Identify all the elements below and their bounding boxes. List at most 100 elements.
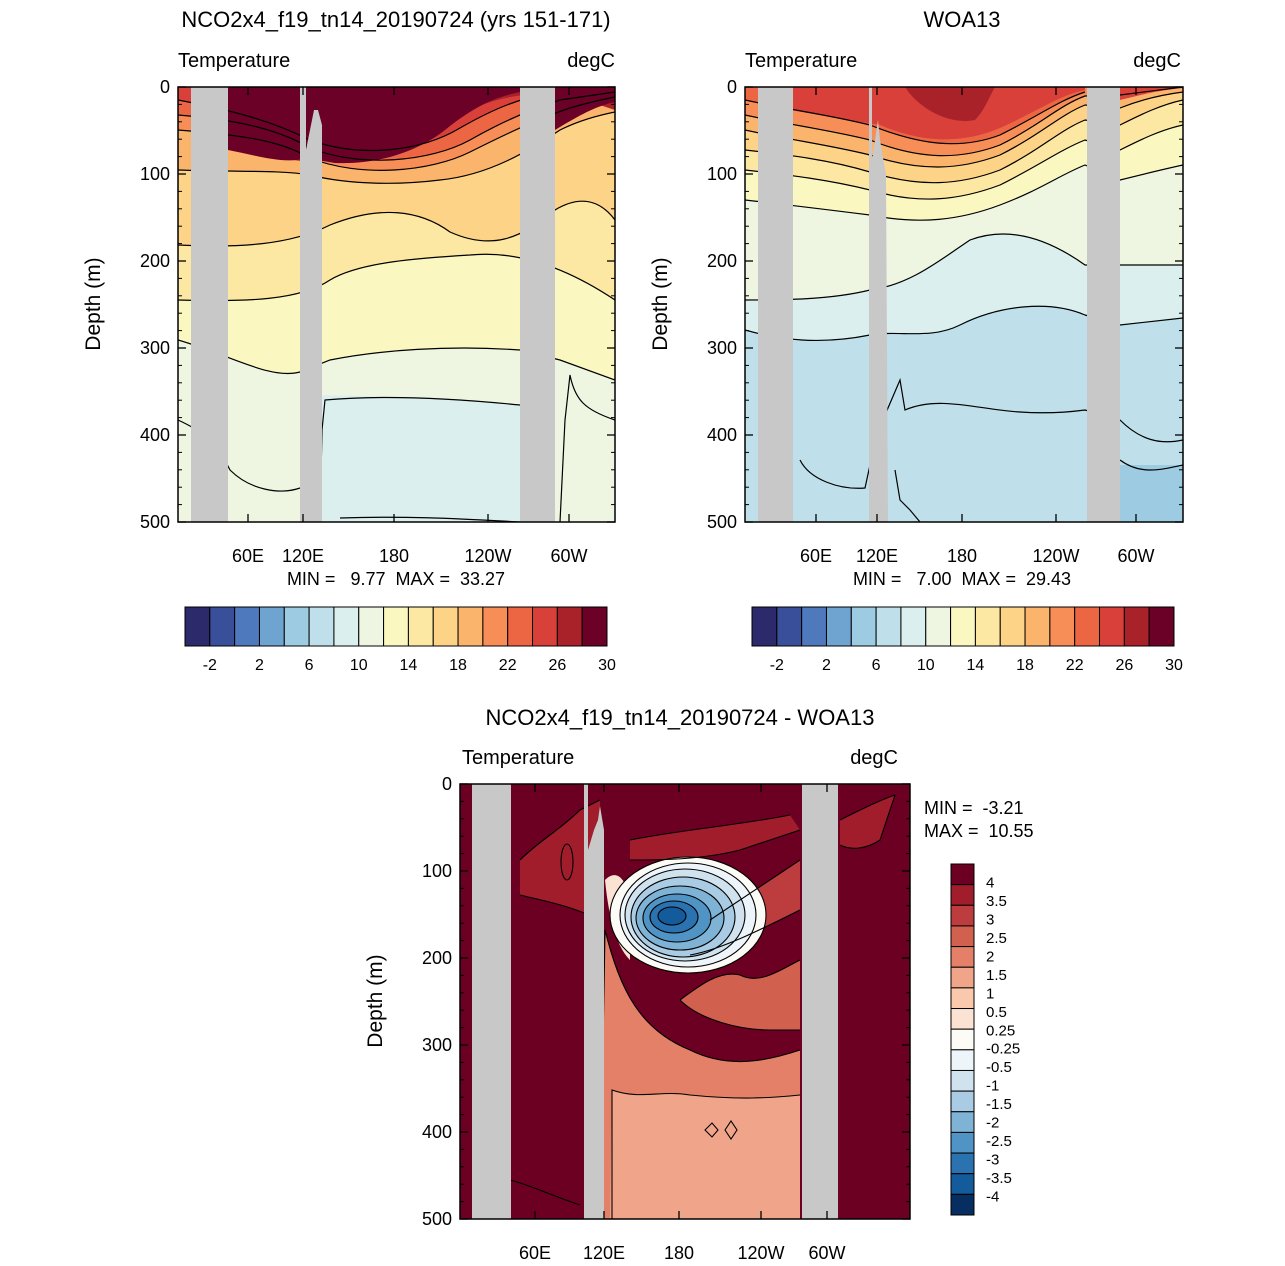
- y-tick-label: 400: [140, 425, 170, 445]
- colorbar-swatch: [950, 1028, 975, 1051]
- x-tick-label: 180: [664, 1243, 694, 1263]
- colorbar-swatch: [234, 606, 260, 647]
- colorbar-swatch: [333, 606, 360, 647]
- colorbar-label: 30: [1165, 657, 1183, 674]
- difference-band-2-5: [680, 960, 800, 1030]
- temperature-field: [745, 87, 1183, 522]
- colorbar-label: 10: [350, 657, 368, 674]
- y-tick-label: 300: [140, 338, 170, 358]
- colorbar-swatch: [999, 606, 1026, 647]
- colorbar-swatch: [950, 884, 975, 906]
- colorbar-swatch: [1123, 606, 1150, 647]
- colorbar-label: 22: [499, 657, 517, 674]
- y-tick-label: 200: [707, 251, 737, 271]
- colorbar-label: 30: [598, 657, 616, 674]
- colorbar-swatch: [950, 1069, 975, 1092]
- panel-title: NCO2x4_f19_tn14_20190724 - WOA13: [486, 705, 875, 730]
- colorbar-label: 1.5: [986, 967, 1007, 984]
- left-label: Temperature: [462, 747, 574, 769]
- colorbar-label: 26: [1115, 657, 1133, 674]
- plot-frame: [459, 783, 911, 1220]
- colorbar-label: 2: [986, 948, 994, 965]
- y-tick-label: 0: [160, 77, 170, 97]
- y-axis: 0 100 200 300 400 500: [422, 774, 910, 1229]
- min-max-readout: MIN = 7.00 MAX = 29.43: [853, 569, 1071, 589]
- colorbar-label: 14: [400, 657, 418, 674]
- colorbar-swatch: [184, 606, 211, 647]
- colorbar-label: 2: [822, 657, 831, 674]
- observed-temperature-panel: WOA13 Temperature degC: [649, 7, 1184, 674]
- x-tick-label: 60W: [550, 546, 587, 566]
- temperature-band-10: [320, 395, 520, 522]
- colorbar-swatch: [751, 606, 778, 647]
- colorbar-label: 18: [1016, 657, 1034, 674]
- colorbar-swatch: [283, 606, 310, 647]
- colorbar-swatch: [507, 606, 534, 647]
- difference-band-1-5: [610, 1090, 800, 1219]
- colorbar-label: 6: [872, 657, 881, 674]
- y-tick-label: 300: [422, 1035, 452, 1055]
- colorbar-label: 22: [1066, 657, 1084, 674]
- y-axis: 0 100 200 300 400 500: [707, 77, 1183, 532]
- right-label: degC: [1133, 50, 1181, 72]
- colorbar: -2 2 6 10 14 18 22 26 30: [751, 606, 1183, 674]
- panel-title: WOA13: [923, 7, 1000, 32]
- y-axis-label: Depth (m): [364, 954, 387, 1047]
- x-tick-label: 60E: [519, 1243, 551, 1263]
- colorbar-swatch: [825, 606, 852, 647]
- x-tick-label: 120E: [856, 546, 898, 566]
- colorbar-label: 2.5: [986, 930, 1007, 947]
- colorbar-swatch: [308, 606, 335, 647]
- colorbar-swatch: [801, 606, 827, 647]
- colorbar-swatch: [974, 606, 1001, 647]
- colorbar-swatch: [950, 904, 975, 927]
- colorbar: 4 3.53 2.52 1.51 0.50.25 -0.25-0.5 -1-1.5 -2-2.…: [950, 863, 1020, 1216]
- x-tick-label: 120W: [1032, 546, 1079, 566]
- temperature-band-8: [1120, 465, 1183, 522]
- colorbar-label: 3.5: [986, 893, 1007, 910]
- temperature-field: [178, 87, 615, 522]
- colorbar-label: -2.5: [986, 1133, 1012, 1150]
- difference-field: [460, 784, 910, 1219]
- colorbar-swatch: [776, 606, 803, 647]
- colorbar-swatch: [482, 606, 509, 647]
- colorbar-label: 10: [917, 657, 935, 674]
- land-mask: [191, 87, 555, 522]
- colorbar-label: 26: [548, 657, 566, 674]
- land-mask: [758, 87, 1120, 522]
- colorbar-label: -2: [770, 657, 784, 674]
- colorbar-swatch: [383, 606, 409, 647]
- right-label: degC: [850, 747, 898, 769]
- plot-frame: [744, 86, 1184, 523]
- x-tick-label: 60E: [800, 546, 832, 566]
- y-tick-label: 0: [442, 774, 452, 794]
- colorbar-swatch: [950, 1049, 975, 1071]
- colorbar-label: 3: [986, 911, 994, 928]
- colorbar-swatch: [950, 863, 975, 886]
- min-max-readout: MIN = 9.77 MAX = 33.27: [287, 569, 505, 589]
- colorbar-label: -1.5: [986, 1096, 1012, 1113]
- colorbar-label: 14: [967, 657, 985, 674]
- x-tick-label: 120W: [464, 546, 511, 566]
- y-tick-label: 500: [140, 512, 170, 532]
- colorbar-swatch: [950, 1152, 975, 1175]
- left-label: Temperature: [178, 50, 290, 72]
- max-readout: MAX = 10.55: [924, 821, 1034, 841]
- x-tick-label: 120E: [583, 1243, 625, 1263]
- colorbar-swatch: [532, 606, 558, 647]
- colorbar-swatch: [850, 606, 877, 647]
- x-tick-label: 180: [947, 546, 977, 566]
- colorbar-swatch: [950, 1111, 975, 1133]
- colorbar-swatch: [457, 606, 484, 647]
- colorbar-swatch: [556, 606, 583, 647]
- colorbar-label: -1: [986, 1078, 999, 1095]
- y-axis: 0 100 200 300 400 500: [140, 77, 615, 532]
- colorbar-label: -3.5: [986, 1170, 1012, 1187]
- min-readout: MIN = -3.21: [924, 798, 1024, 818]
- x-axis: 60E 120E 180 120W 60W: [232, 87, 588, 566]
- y-tick-label: 200: [140, 251, 170, 271]
- difference-contours: [509, 794, 896, 1219]
- colorbar-swatch: [1049, 606, 1076, 647]
- colorbar-label: 0.5: [986, 1004, 1007, 1021]
